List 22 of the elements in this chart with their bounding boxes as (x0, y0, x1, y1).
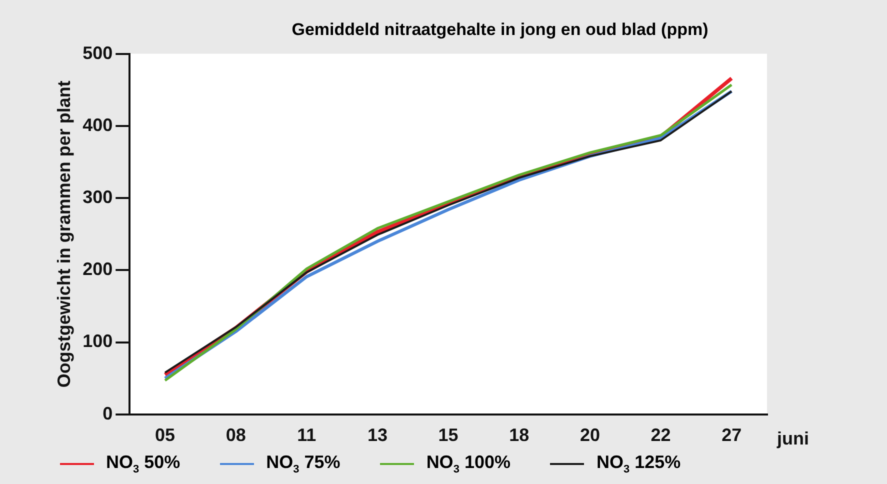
legend-label: NO$_{3}$ 100% (426, 452, 510, 476)
y-tick-label: 300 (82, 187, 113, 208)
x-tick-label: 15 (438, 425, 458, 446)
x-tick-label: 18 (509, 425, 530, 446)
legend-label: NO$_{3}$ 125% (596, 452, 681, 476)
x-tick-label: 22 (650, 425, 671, 446)
x-tick-label: 05 (155, 425, 176, 446)
chart-title: Gemiddeld nitraatgehalte in jong en oud blad (ppm) (290, 20, 710, 40)
y-tick-label: 400 (82, 114, 113, 135)
legend-label: NO$_{3}$ 50% (106, 452, 180, 476)
y-axis-title: Oogstgewicht in grammen per plant (54, 80, 74, 388)
y-tick-label: 200 (82, 259, 113, 280)
x-tick-label: 20 (580, 425, 600, 446)
y-tick-label: 100 (82, 331, 113, 352)
legend-label: NO$_{3}$ 75% (266, 452, 340, 476)
y-tick-label: 0 (102, 403, 113, 424)
x-axis-title: juni (776, 428, 809, 448)
x-tick-label: 11 (297, 425, 316, 446)
y-tick-label: 500 (82, 42, 113, 63)
x-tick-label: 13 (367, 425, 388, 446)
x-tick-label: 27 (722, 425, 742, 446)
x-tick-label: 08 (226, 425, 246, 446)
